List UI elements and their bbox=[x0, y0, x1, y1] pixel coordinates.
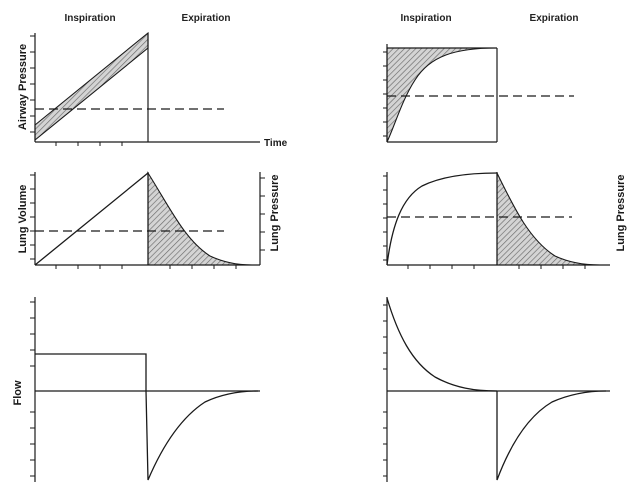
lung-volume-label: Lung Volume bbox=[17, 185, 29, 254]
right-lung-volume-ticks bbox=[383, 175, 586, 269]
left-lung-pressure-ticks bbox=[260, 177, 265, 251]
right-flow-expiration-curve bbox=[496, 390, 607, 481]
right-flow-inspiration-decay bbox=[386, 297, 498, 392]
left-airway-pressure-hatched-band bbox=[34, 31, 149, 142]
left-flow-panel: Flow bbox=[12, 297, 260, 482]
left-lung-volume-rise bbox=[34, 172, 149, 266]
left-airway-pressure-panel: Airway Pressure Time bbox=[17, 31, 288, 149]
left-lung-pressure-label: Lung Pressure bbox=[269, 174, 281, 251]
left-flow-expiration-curve bbox=[145, 390, 259, 481]
right-lung-pressure-label: Lung Pressure bbox=[615, 174, 627, 251]
flow-label: Flow bbox=[12, 380, 24, 405]
right-expiration-header: Expiration bbox=[530, 13, 579, 24]
right-airway-pressure-ticks bbox=[383, 51, 387, 137]
time-label: Time bbox=[264, 138, 288, 149]
right-airway-pressure-panel bbox=[383, 44, 574, 143]
left-inspiration-header: Inspiration bbox=[64, 13, 115, 24]
right-flow-panel bbox=[383, 297, 610, 482]
left-lung-volume-hatched-decay bbox=[147, 171, 253, 266]
right-lung-volume-hatched-decay bbox=[496, 172, 601, 266]
airway-pressure-label: Airway Pressure bbox=[17, 44, 29, 130]
right-airway-pressure-hatched-area bbox=[386, 47, 498, 143]
left-flow-inspiration-square bbox=[35, 353, 147, 391]
right-lung-volume-rise bbox=[386, 172, 498, 266]
left-expiration-header: Expiration bbox=[182, 13, 231, 24]
left-flow-ticks bbox=[30, 301, 35, 477]
right-inspiration-header: Inspiration bbox=[400, 13, 451, 24]
left-airway-pressure-ticks bbox=[30, 35, 123, 146]
left-lung-volume-panel: Lung Volume Lung Pressure bbox=[17, 171, 281, 269]
right-flow-ticks bbox=[383, 304, 387, 477]
left-lung-volume-ticks bbox=[30, 174, 237, 269]
right-lung-volume-panel: Lung Pressure bbox=[383, 172, 627, 269]
